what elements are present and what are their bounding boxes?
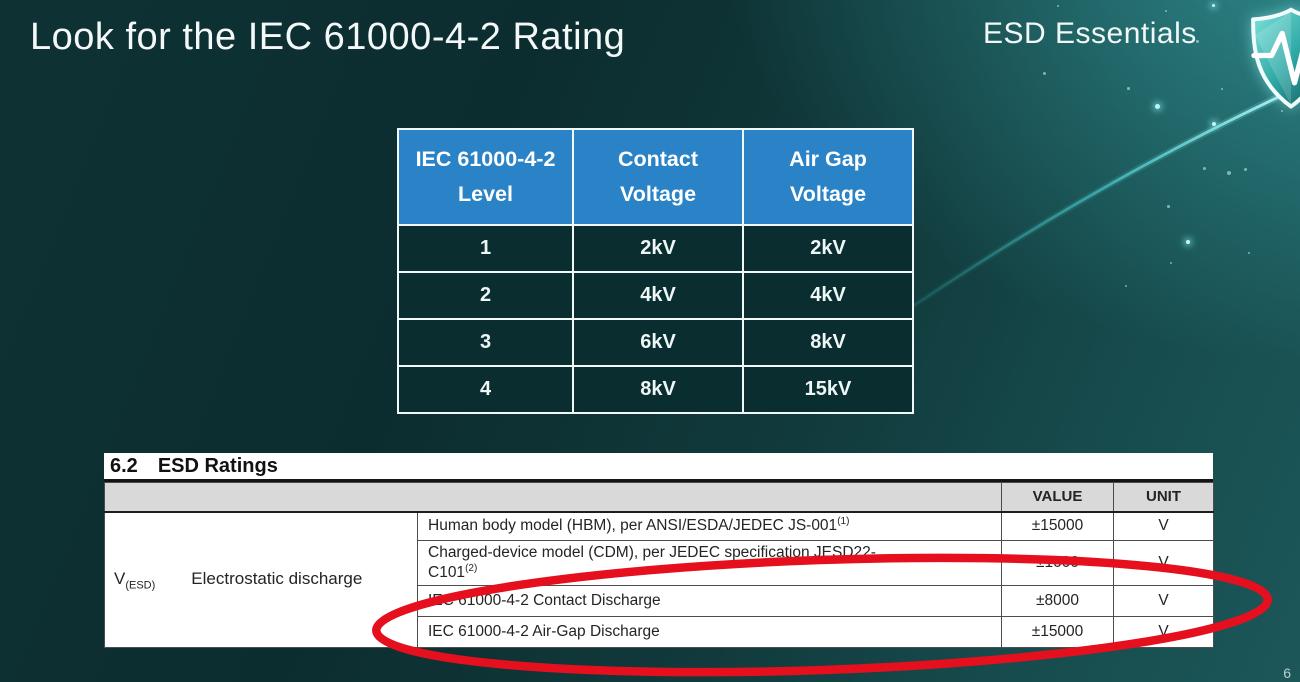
particle-dot <box>1203 167 1206 170</box>
heading-rule <box>104 479 1213 482</box>
iec-level-table: IEC 61000-4-2 Level Contact Voltage Air Gap V… <box>397 128 914 414</box>
particle-dot <box>1212 122 1216 126</box>
iec-cell: 8kV <box>572 365 744 414</box>
iec-header-row: IEC 61000-4-2 Level Contact Voltage Air Gap V… <box>397 128 914 226</box>
iec-cell: 1 <box>397 224 574 273</box>
particle-dot <box>1212 4 1215 7</box>
particle-dot <box>1127 87 1130 90</box>
esd-description-cell: IEC 61000-4-2 Contact Discharge <box>417 585 1002 617</box>
iec-cell: 3 <box>397 318 574 367</box>
slide-title: Look for the IEC 61000-4-2 Rating <box>30 16 626 58</box>
datasheet-excerpt: 6.2 ESD Ratings VALUE UNIT V(ESD) Electro… <box>104 453 1214 648</box>
iec-cell: 6kV <box>572 318 744 367</box>
iec-row: 3 6kV 8kV <box>397 318 914 367</box>
iec-cell: 2kV <box>572 224 744 273</box>
esd-unit-cell: V <box>1113 616 1214 648</box>
section-number: 6.2 <box>110 454 138 477</box>
iec-header-cell: IEC 61000-4-2 Level <box>397 128 574 226</box>
page-number: 6 <box>1283 665 1291 681</box>
esd-value-cell: ±8000 <box>1001 585 1114 617</box>
esd-table-header-row: VALUE UNIT <box>104 481 1214 513</box>
iec-header-cell: Contact Voltage <box>572 128 744 226</box>
particle-dot <box>1165 10 1167 12</box>
iec-row: 4 8kV 15kV <box>397 365 914 414</box>
particle-dot <box>1244 168 1247 171</box>
brand-text: ESD Essentials <box>983 17 1197 50</box>
iec-row: 1 2kV 2kV <box>397 224 914 273</box>
particle-dot <box>1155 104 1160 109</box>
iec-cell: 2kV <box>742 224 914 273</box>
particle-dot <box>1196 40 1199 43</box>
esd-unit-cell: V <box>1113 585 1214 617</box>
particle-dot <box>1248 252 1250 254</box>
section-title: ESD Ratings <box>157 454 278 477</box>
particle-dot <box>1167 205 1170 208</box>
particle-dot <box>1043 72 1046 75</box>
particle-dot <box>1186 240 1190 244</box>
esd-value-cell: ±15000 <box>1001 616 1114 648</box>
esd-symbol-cell: V(ESD) Electrostatic discharge <box>104 511 418 648</box>
particle-dot <box>1170 262 1172 264</box>
esd-unit-cell: V <box>1113 540 1214 586</box>
esd-description-cell: IEC 61000-4-2 Air-Gap Discharge <box>417 616 1002 648</box>
esd-description-cell: Human body model (HBM), per ANSI/ESDA/JE… <box>417 511 1002 541</box>
particle-dot <box>1125 285 1127 287</box>
iec-cell: 15kV <box>742 365 914 414</box>
shield-pulse-icon <box>1251 7 1300 109</box>
esd-ratings-table: VALUE UNIT V(ESD) Electrostatic discharge… <box>104 481 1214 648</box>
unit-header-cell: UNIT <box>1113 481 1214 513</box>
iec-cell: 4kV <box>572 271 744 320</box>
empty-header-cell <box>104 481 1002 513</box>
esd-value-cell: ±15000 <box>1001 511 1114 541</box>
parameter-text: Electrostatic discharge <box>191 568 363 588</box>
iec-row: 2 4kV 4kV <box>397 271 914 320</box>
particle-dot <box>1057 5 1059 7</box>
esd-description-cell: Charged-device model (CDM), per JEDEC sp… <box>417 540 1002 586</box>
particle-dot <box>1281 110 1283 112</box>
value-header-cell: VALUE <box>1001 481 1114 513</box>
iec-cell: 8kV <box>742 318 914 367</box>
datasheet-section-heading: 6.2 ESD Ratings <box>104 453 1213 479</box>
symbol-text: V(ESD) <box>114 568 156 591</box>
esd-row: V(ESD) Electrostatic discharge Human body … <box>104 511 1214 648</box>
esd-unit-cell: V <box>1113 511 1214 541</box>
esd-value-cell: ±1000 <box>1001 540 1114 586</box>
particle-dot <box>1227 171 1231 175</box>
iec-cell: 4kV <box>742 271 914 320</box>
particle-dot <box>1221 88 1223 90</box>
iec-cell: 2 <box>397 271 574 320</box>
iec-cell: 4 <box>397 365 574 414</box>
iec-header-cell: Air Gap Voltage <box>742 128 914 226</box>
